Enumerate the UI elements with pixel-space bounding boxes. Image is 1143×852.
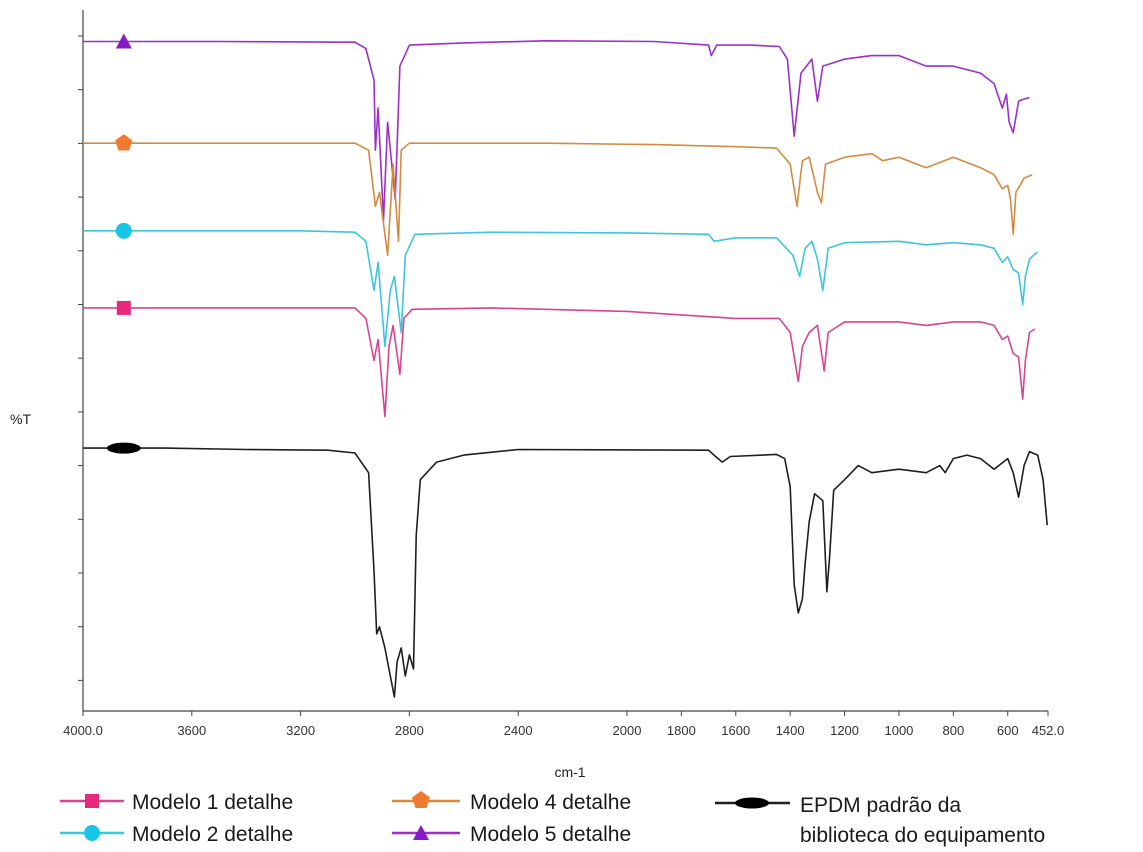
series-marker-circle-icon: [115, 222, 132, 239]
series-marker-ellipse-icon: [106, 442, 141, 454]
x-tick-label: 1200: [830, 723, 859, 738]
x-tick-label: 2400: [504, 723, 533, 738]
x-tick-label: 3600: [177, 723, 206, 738]
ellipse-marker-icon: [735, 797, 769, 809]
legend-item-epdm: EPDM padrão da biblioteca do equipamento: [715, 794, 1045, 847]
x-tick-label: 800: [942, 723, 964, 738]
legend-label-modelo-5: Modelo 5 detalhe: [470, 823, 631, 846]
pentagon-marker-icon: [412, 791, 430, 808]
legend-item-modelo-1: Modelo 1 detalhe: [60, 791, 293, 814]
x-tick-label: 1800: [667, 723, 696, 738]
series-marker-square-icon: [116, 300, 131, 315]
x-tick-label: 452.0: [1032, 723, 1065, 738]
x-axis-title: cm-1: [554, 764, 585, 780]
y-axis-ticks: [78, 35, 83, 681]
circle-marker-icon: [84, 825, 100, 841]
legend-item-modelo-5: Modelo 5 detalhe: [392, 823, 631, 846]
triangle-marker-icon: [413, 825, 429, 840]
square-marker-icon: [85, 794, 99, 808]
legend-item-modelo-2: Modelo 2 detalhe: [60, 823, 293, 846]
legend-label-epdm-line1: EPDM padrão da: [800, 794, 961, 817]
legend: Modelo 1 detalhe Modelo 2 detalhe Modelo…: [60, 791, 1045, 847]
series-line-3: [83, 307, 1036, 418]
series-marker-pentagon-icon: [115, 134, 133, 151]
legend-label-epdm-line2: biblioteca do equipamento: [800, 824, 1045, 847]
y-axis-title: %T: [10, 411, 31, 427]
x-tick-label: 1000: [884, 723, 913, 738]
series-line-2: [83, 230, 1039, 348]
x-tick-label: 1400: [776, 723, 805, 738]
series-line-4: [83, 447, 1048, 698]
series-marker-triangle-icon: [115, 33, 132, 49]
x-tick-label: 2800: [395, 723, 424, 738]
x-tick-label: 4000.0: [63, 723, 103, 738]
legend-label-modelo-4: Modelo 4 detalhe: [470, 791, 631, 814]
legend-label-modelo-2: Modelo 2 detalhe: [132, 823, 293, 846]
series-line-1: [83, 142, 1033, 257]
legend-label-modelo-1: Modelo 1 detalhe: [132, 791, 293, 814]
series-line-0: [83, 40, 1030, 222]
series-layer: [83, 33, 1048, 698]
x-tick-label: 2000: [613, 723, 642, 738]
x-axis-ticks: 4000.0 3600 3200 2800 2400 2000 1800 1600 1400 12…: [63, 711, 1064, 738]
legend-item-modelo-4: Modelo 4 detalhe: [392, 791, 631, 814]
x-tick-label: 3200: [286, 723, 315, 738]
x-tick-label: 600: [997, 723, 1019, 738]
x-tick-label: 1600: [721, 723, 750, 738]
